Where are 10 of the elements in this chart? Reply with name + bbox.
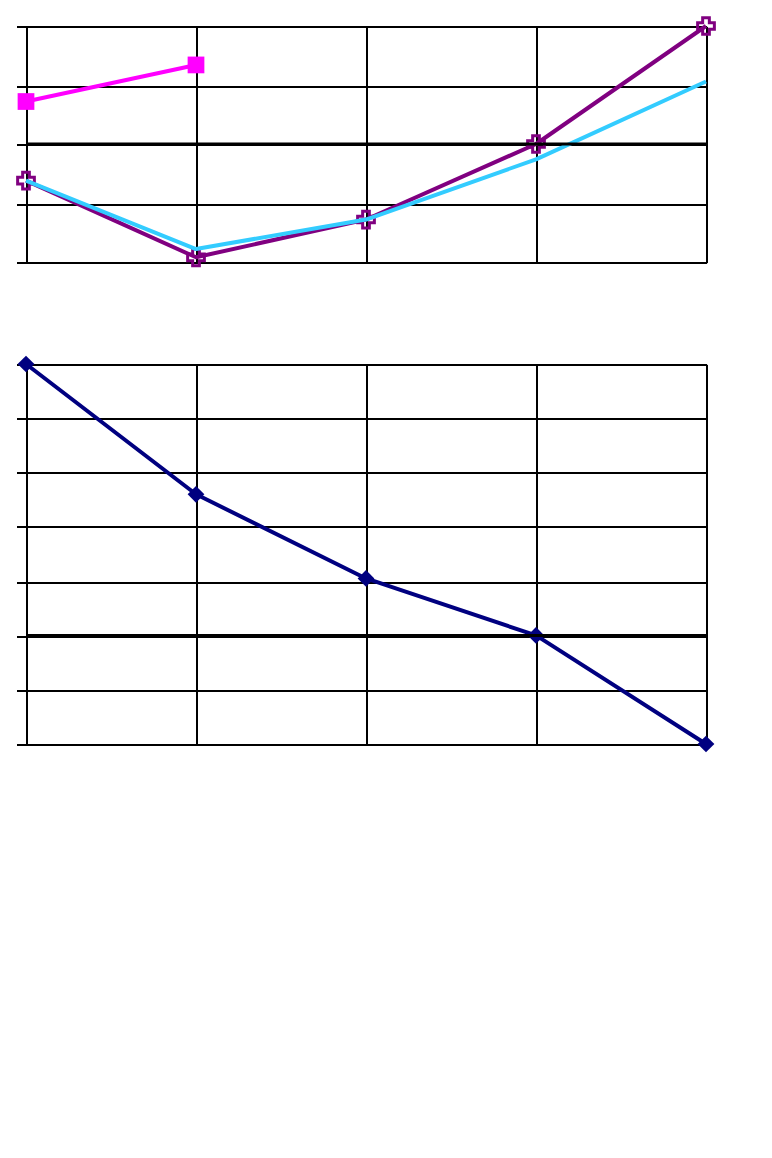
point (187, 56, 205, 74)
point (187, 485, 205, 503)
point (16, 170, 36, 191)
point (696, 16, 716, 36)
point (186, 247, 206, 268)
point (17, 93, 35, 110)
point (356, 209, 376, 230)
point (697, 735, 715, 753)
point (526, 134, 546, 154)
point (357, 570, 375, 587)
